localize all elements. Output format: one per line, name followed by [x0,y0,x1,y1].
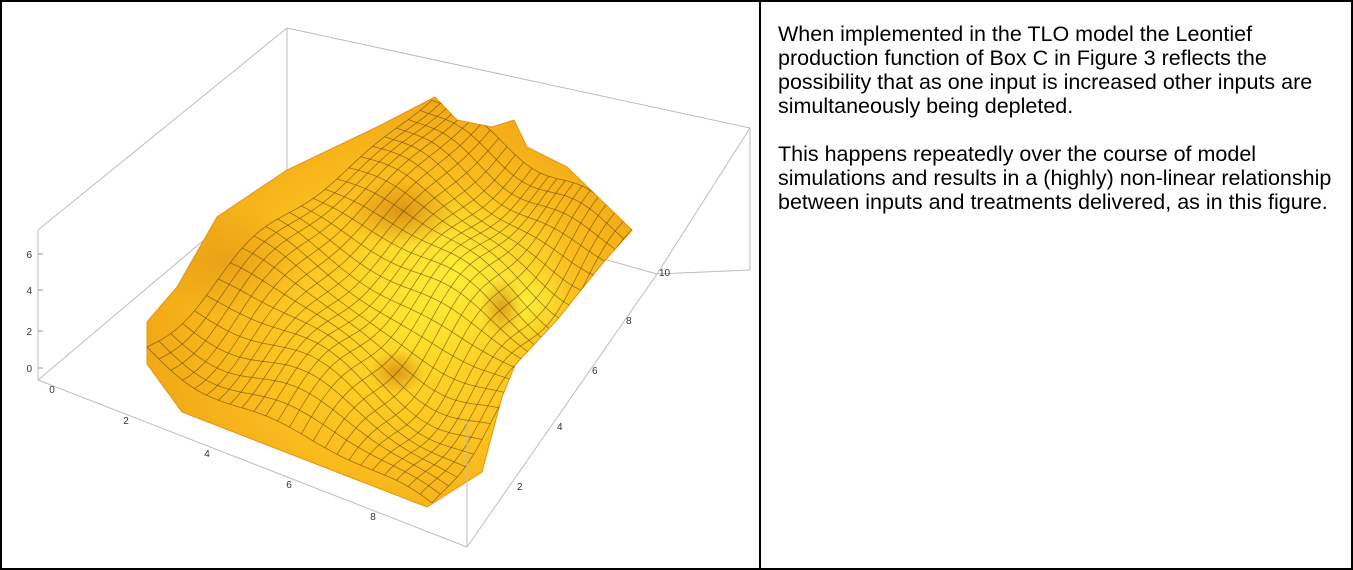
y-tick-label-8: 8 [626,316,632,327]
x-tick-label-2: 2 [123,416,129,427]
mesh-line-v [182,323,458,478]
axis-ticks: 0 2 4 6 0 2 4 6 8 2 4 6 8 10 [26,250,670,523]
mesh-line-v [384,136,599,278]
mesh-line-v [396,127,608,263]
mesh-line-v [408,119,616,250]
y-tick-label-4: 4 [557,422,563,433]
column-divider [759,0,761,570]
plot-cell: 0 2 4 6 0 2 4 6 8 2 4 6 8 10 [2,2,759,568]
x-tick-label-6: 6 [286,480,292,491]
mesh-line-v [158,340,441,495]
mesh-line-v [313,198,549,356]
x-tick-label-8: 8 [370,512,376,523]
mesh-line-v [241,247,499,408]
surface-plot: 0 2 4 6 0 2 4 6 8 2 4 6 8 10 [26,27,751,548]
mesh-line-v [265,226,516,382]
description-cell: When implemented in the TLO model the Le… [778,22,1338,238]
mesh-line-v [277,218,524,373]
description-paragraph-1: When implemented in the TLO model the Le… [778,22,1313,118]
mesh-line-v [360,156,583,311]
mesh-line-v [147,346,433,504]
mesh-line-v [194,310,466,468]
x-tick-label-0: 0 [49,385,55,396]
y-tick-label-10: 10 [659,268,671,279]
z-tick-label-2: 2 [26,327,32,338]
z-tick-label-6: 6 [26,250,32,261]
mesh-line-v [229,262,491,424]
mesh-line-v [289,212,533,366]
x-tick-label-4: 4 [204,449,210,460]
y-tick-label-2: 2 [517,482,523,493]
mesh-line-v [170,333,449,487]
mesh-line-v [324,188,558,349]
mesh-line-v [253,235,508,394]
mesh-line-v [301,205,541,361]
mesh-line-v [336,178,566,339]
z-tick-label-4: 4 [26,286,32,297]
description-paragraph-2: This happens repeatedly over the course … [778,142,1332,214]
surface [146,96,633,508]
mesh-line-v [372,145,591,295]
mesh-line-v [348,167,574,327]
z-tick-label-0: 0 [26,364,32,375]
mesh-line-v [218,278,483,440]
y-tick-label-6: 6 [592,366,598,377]
plot-box-front [37,127,751,548]
surface-mesh [147,99,632,504]
mesh-line-v [419,110,624,240]
mesh-line-v [206,295,474,455]
